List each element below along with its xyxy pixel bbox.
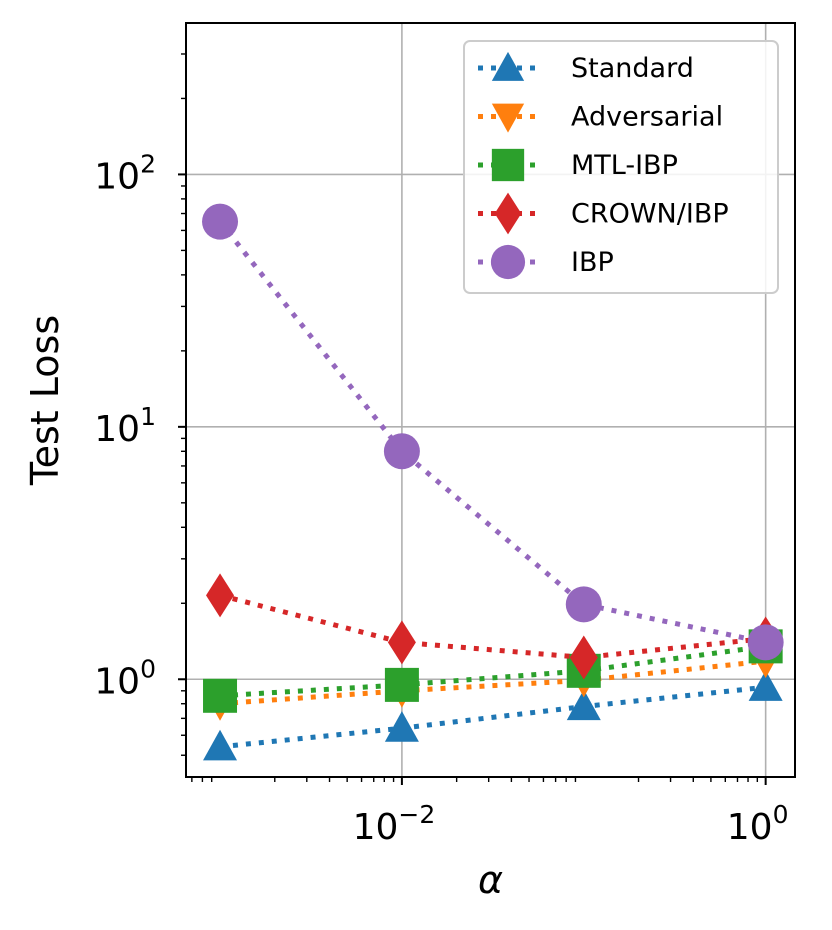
y-tick-label: 102 bbox=[94, 149, 156, 197]
y-tick-label: 101 bbox=[94, 402, 156, 450]
series-line bbox=[219, 684, 766, 750]
x-tick-label: 10−2 bbox=[353, 800, 436, 848]
data-point bbox=[383, 433, 420, 470]
series-line bbox=[219, 658, 766, 707]
y-tick-label: 100 bbox=[94, 654, 156, 702]
series-line bbox=[218, 220, 767, 645]
series-standard bbox=[203, 670, 783, 761]
y-axis-label: Test Loss bbox=[23, 315, 67, 486]
data-point bbox=[387, 620, 416, 665]
legend-box bbox=[463, 40, 779, 294]
series-crown-ibp bbox=[206, 573, 780, 680]
legend-item[interactable]: CROWN/IBP bbox=[478, 192, 729, 235]
series-line bbox=[219, 643, 766, 699]
data-point bbox=[565, 586, 602, 623]
x-axis-label: α bbox=[478, 858, 503, 902]
data-point bbox=[566, 689, 601, 721]
legend-item[interactable]: Standard bbox=[478, 51, 694, 84]
series-mtl-ibp bbox=[203, 629, 783, 713]
legend-label: Standard bbox=[571, 53, 694, 84]
legend-label: MTL-IBP bbox=[571, 150, 678, 181]
data-point bbox=[203, 729, 238, 761]
legend-item[interactable]: IBP bbox=[478, 244, 614, 280]
legend-item[interactable]: MTL-IBP bbox=[478, 148, 678, 182]
series-ibp bbox=[202, 203, 784, 661]
legend-marker bbox=[491, 103, 525, 133]
legend[interactable]: Standard Adversarial MTL-IBP CROWN/IBP IBP bbox=[463, 40, 779, 294]
series-line bbox=[219, 592, 766, 660]
series-adversarial bbox=[203, 647, 783, 721]
legend-label: CROWN/IBP bbox=[571, 199, 729, 230]
legend-marker bbox=[491, 51, 525, 81]
data-point bbox=[203, 678, 238, 713]
legend-marker bbox=[494, 192, 522, 235]
data-point bbox=[384, 711, 419, 742]
x-tick-label: 100 bbox=[727, 800, 789, 848]
legend-label: IBP bbox=[571, 247, 614, 278]
legend-item[interactable]: Adversarial bbox=[478, 102, 723, 133]
data-point bbox=[569, 635, 598, 680]
data-point bbox=[206, 573, 235, 618]
data-point bbox=[748, 670, 783, 701]
legend-label: Adversarial bbox=[571, 102, 723, 133]
legend-marker bbox=[491, 148, 525, 182]
plot-frame bbox=[185, 22, 796, 778]
data-point bbox=[202, 203, 239, 240]
data-point bbox=[384, 667, 419, 702]
data-point bbox=[747, 624, 784, 661]
plot-series bbox=[202, 203, 784, 761]
legend-marker bbox=[490, 244, 526, 280]
